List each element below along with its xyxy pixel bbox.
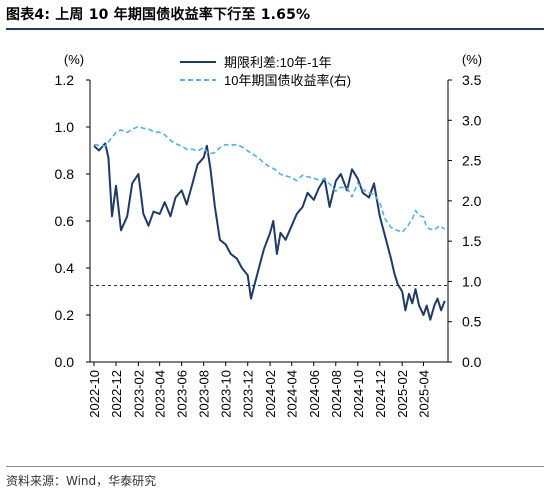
y-right-unit-label: (%): [462, 52, 482, 67]
x-tick-label: 2024-02: [263, 370, 278, 418]
y-right-tick-label: 2.0: [462, 193, 482, 209]
title-underline: [6, 28, 544, 30]
x-tick-label: 2023-08: [197, 370, 212, 418]
y-left-tick-label: 1.2: [55, 72, 75, 88]
y-right-tick-label: 1.5: [462, 233, 482, 249]
x-tick-label: 2023-02: [131, 370, 146, 418]
line-chart: (%) (%) 0.0 0.2 0.4 0.6 0.8 1.0 1.2 0.0 0.5 1.0 1.5 2…: [55, 52, 483, 418]
x-tick-label: 2024-04: [285, 370, 300, 418]
axes: (%) (%) 0.0 0.2 0.4 0.6 0.8 1.0 1.2 0.0 0.5 1.0 1.5 2…: [55, 52, 483, 418]
y-right-tick-label: 3.5: [462, 72, 482, 88]
x-tick-label: 2023-10: [219, 370, 234, 418]
x-tick-label: 2025-04: [416, 370, 431, 418]
x-tick-label: 2022-12: [109, 370, 124, 418]
y-left-tick-label: 0.4: [55, 260, 75, 276]
x-tick-label: 2024-06: [307, 370, 322, 418]
source-note: 资料来源：Wind，华泰研究: [6, 474, 157, 488]
y-left-tick-label: 1.0: [55, 119, 75, 135]
y-right-tick-label: 0.5: [462, 314, 482, 330]
x-tick-label: 2024-08: [329, 370, 344, 418]
series-line-spread: [93, 142, 446, 321]
x-tick-label: 2022-10: [87, 370, 102, 418]
legend-label-yield10y: 10年期国债收益率(右): [224, 73, 351, 88]
y-left-tick-label: 0.2: [55, 307, 75, 323]
y-right-tick-label: 0.0: [462, 354, 482, 370]
y-left-unit-label: (%): [64, 52, 84, 67]
y-left-tick-label: 0.0: [55, 354, 75, 370]
legend: 期限利差:10年-1年 10年期国债收益率(右): [180, 55, 351, 88]
source-divider: [6, 466, 544, 467]
x-tick-label: 2024-10: [351, 370, 366, 418]
y-right-tick-label: 3.0: [462, 112, 482, 128]
y-left-tick-label: 0.8: [55, 166, 75, 182]
y-right-tick-label: 2.5: [462, 153, 482, 169]
x-tick-label: 2025-02: [395, 370, 410, 418]
x-tick-label: 2024-12: [373, 370, 388, 418]
x-tick-label: 2023-12: [241, 370, 256, 418]
x-tick-label: 2023-04: [153, 370, 168, 418]
series-layer: [93, 125, 446, 321]
series-line-yield10y: [93, 125, 446, 234]
legend-label-spread: 期限利差:10年-1年: [224, 55, 332, 70]
x-tick-label: 2023-06: [175, 370, 190, 418]
y-right-tick-label: 1.0: [462, 273, 482, 289]
y-left-tick-label: 0.6: [55, 213, 75, 229]
chart-title: 图表4: 上周 10 年期国债收益率下行至 1.65%: [6, 7, 311, 23]
